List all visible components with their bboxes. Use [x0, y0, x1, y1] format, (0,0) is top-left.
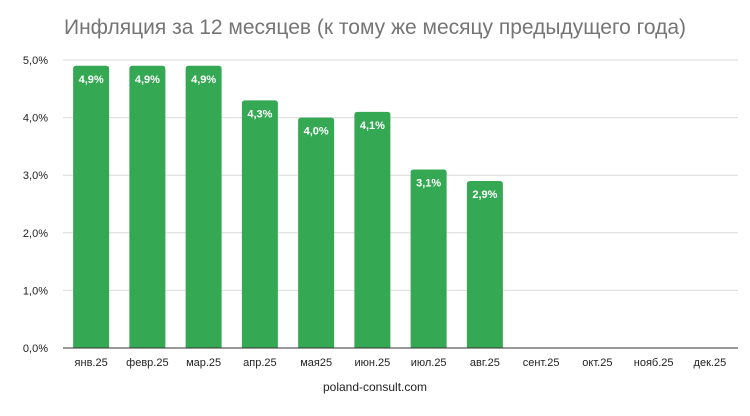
bar-value-label: 4,9%: [191, 74, 216, 86]
bar: [185, 65, 222, 348]
x-tick-label: дек.25: [694, 357, 727, 369]
chart-title: Инфляция за 12 месяцев (к тому же месяцу…: [63, 16, 687, 39]
x-tick-label: апр.25: [243, 357, 276, 369]
source-text: poland-consult.com: [322, 380, 428, 394]
y-tick-label: 4,0%: [23, 113, 48, 125]
x-tick-label: нояб.25: [634, 357, 674, 369]
gridlines: [63, 59, 738, 291]
x-tick-label: окт.25: [582, 357, 612, 369]
x-tick-label: сент.25: [523, 357, 560, 369]
x-axis-ticks: янв.25 февр.25 мар.25 апр.25 мая25 июн.25 июл.…: [75, 357, 727, 369]
x-tick-label: июл.25: [411, 357, 447, 369]
bar-value-label: 4,3%: [247, 108, 272, 120]
y-axis-ticks: 0,0% 1,0% 2,0% 3,0% 4,0% 5,0%: [23, 55, 48, 355]
bar: [466, 180, 503, 348]
x-tick-label: февр.25: [126, 357, 168, 369]
y-tick-label: 0,0%: [23, 343, 48, 355]
bar-value-label: 4,9%: [79, 74, 104, 86]
x-tick-label: авг.25: [470, 357, 500, 369]
x-tick-label: янв.25: [75, 357, 108, 369]
data-labels: 4,9% 4,9% 4,9% 4,3% 4,0% 4,1% 3,1% 2,9%: [79, 74, 498, 201]
bar-value-label: 4,9%: [135, 74, 160, 86]
bar-value-label: 2,9%: [472, 189, 497, 201]
bar-value-label: 4,0%: [304, 126, 329, 138]
bar: [410, 169, 447, 348]
bar: [241, 100, 278, 348]
bar: [298, 117, 335, 348]
x-tick-label: мар.25: [186, 357, 221, 369]
bars: [73, 65, 503, 348]
y-tick-label: 5,0%: [23, 55, 48, 67]
x-tick-label: мая25: [300, 357, 332, 369]
bar-value-label: 3,1%: [416, 177, 441, 189]
bar: [354, 111, 391, 348]
x-tick-label: июн.25: [354, 357, 390, 369]
y-tick-label: 1,0%: [23, 285, 48, 297]
bar: [129, 65, 166, 348]
y-tick-label: 3,0%: [23, 170, 48, 182]
bar-value-label: 4,1%: [360, 120, 385, 132]
bar: [73, 65, 110, 348]
y-tick-label: 2,0%: [23, 228, 48, 240]
